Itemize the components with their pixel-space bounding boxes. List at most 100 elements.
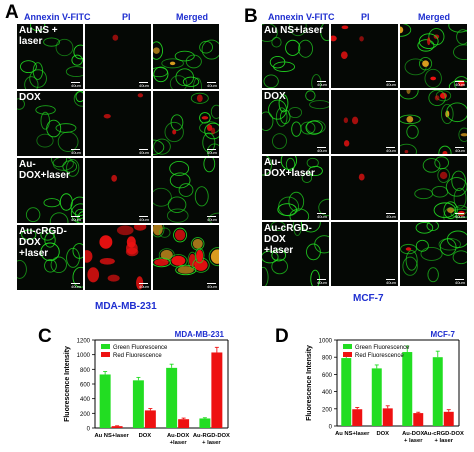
scale-bar-label: 40um [454,82,465,87]
micrograph-a-r3-merged: 40um [153,158,219,223]
scale-bar [139,82,148,83]
y-tick-label: 1000 [77,353,91,359]
x-tick-label: DOX [376,431,389,437]
micrograph-a-r3-green: Au-DOX+laser 40um [17,158,83,223]
bar-green [402,352,413,426]
row-label: Au-DOX+laser [264,157,315,179]
scale-bar-label: 40um [454,214,465,219]
scale-bar-label: 40um [206,217,217,222]
bar-green [132,380,144,428]
scale-bar-label: 40um [206,83,217,88]
scale-bar [71,149,80,150]
scale-bar [139,283,148,284]
scale-bar [207,82,216,83]
micrograph-a-r1-green: Au NS + laser 40um [17,24,83,89]
row-label: Au NS + laser [19,25,58,47]
y-tick-label: 1200 [77,339,91,345]
scale-bar [317,279,326,280]
bar-red [413,413,424,426]
micrograph-b-r2-merged: 40um [400,90,467,154]
row-label: Au-cRGD-DOX +laser [19,226,67,259]
row-label: DOX [264,91,286,102]
micrograph-b-r4-red: 40um [331,222,398,286]
micrograph-texture [153,225,219,276]
scale-bar [71,216,80,217]
legend-swatch [343,344,352,349]
scale-bar [455,213,464,214]
legend-label: Green Fluorescence [113,345,168,351]
y-tick-label: 800 [80,368,91,374]
scale-bar [207,216,216,217]
scale-bar-label: 40um [316,280,327,285]
scale-bar [139,149,148,150]
x-tick-label: Au-DOX [402,431,424,437]
micrograph-texture [358,173,365,181]
row-label: Au-cRGD-DOX +laser [264,223,312,256]
scale-bar-label: 40um [70,83,81,88]
x-tick-label: Au-cRGD-DOX [424,431,464,437]
y-tick-label: 1000 [319,339,333,345]
col-header-pi-a: PI [122,12,131,22]
scale-bar-label: 40um [70,150,81,155]
y-tick-label: 200 [322,407,333,413]
scale-bar-label: 40um [70,284,81,289]
bar-chart-d: 0 200 400 600 800 1000 Fluorescence Intensity M… [275,326,464,444]
micrograph-texture [112,34,119,41]
micrograph-texture [414,156,467,220]
scale-bar [386,81,395,82]
col-header-pi-b: PI [361,12,370,22]
micrograph-a-r3-red: 40um [85,158,151,223]
scale-bar [71,283,80,284]
micrograph-a-r1-red: 40um [85,24,151,89]
x-tick-label: +laser [170,440,188,446]
micrograph-a-r4-green: Au-cRGD-DOX +laser 40um [17,225,83,290]
micrograph-a-r2-red: 40um [85,91,151,156]
scale-bar-label: 40um [385,82,396,87]
micrograph-texture [20,24,83,89]
scale-bar [207,149,216,150]
scale-bar-label: 40um [316,214,327,219]
micrograph-texture [400,24,467,88]
micrograph-texture [331,222,398,286]
scale-bar-label: 40um [385,148,396,153]
scale-bar [207,283,216,284]
legend-label: Green Fluorescence [355,345,410,351]
legend-label: Red Fluorescence [355,353,404,359]
scale-bar-label: 40um [454,148,465,153]
scale-bar [386,213,395,214]
cell-line-caption-b: MCF-7 [353,293,384,304]
row-label: Au-DOX+laser [19,159,70,181]
micrograph-b-r2-red: 40um [331,90,398,154]
bar-red [382,408,393,426]
micrograph-texture [153,92,219,156]
micrograph-b-r1-merged: 40um [400,24,467,88]
panel-letter-b: B [244,6,258,27]
panel-letter-c: C [38,326,52,347]
y-axis-label: Fluorescence Intensity [64,346,71,422]
x-tick-label: DOX [139,433,152,439]
scale-bar-label: 40um [385,214,396,219]
micrograph-texture [85,225,147,290]
scale-bar-label: 40um [206,284,217,289]
micrograph-texture [400,222,467,283]
micrograph-texture [262,24,329,88]
x-tick-label: Au NS+laser [94,433,129,439]
scale-bar-label: 40um [70,217,81,222]
x-tick-label: + laser [434,438,453,444]
micrograph-b-r3-red: 40um [331,156,398,220]
bar-red [111,426,123,428]
scale-bar [317,147,326,148]
micrograph-texture [400,90,467,154]
legend-swatch [343,352,352,357]
panel-letter-a: A [5,2,19,23]
micrograph-a-r4-merged: 40um [153,225,219,290]
scale-bar-label: 40um [206,150,217,155]
micrograph-texture [343,116,359,147]
y-tick-label: 0 [329,425,333,431]
micrograph-texture [111,174,118,182]
col-header-merged-b: Merged [418,12,451,22]
scale-bar [386,279,395,280]
scale-bar-label: 40um [138,217,149,222]
y-tick-label: 400 [80,397,91,403]
row-label: DOX [19,92,41,103]
